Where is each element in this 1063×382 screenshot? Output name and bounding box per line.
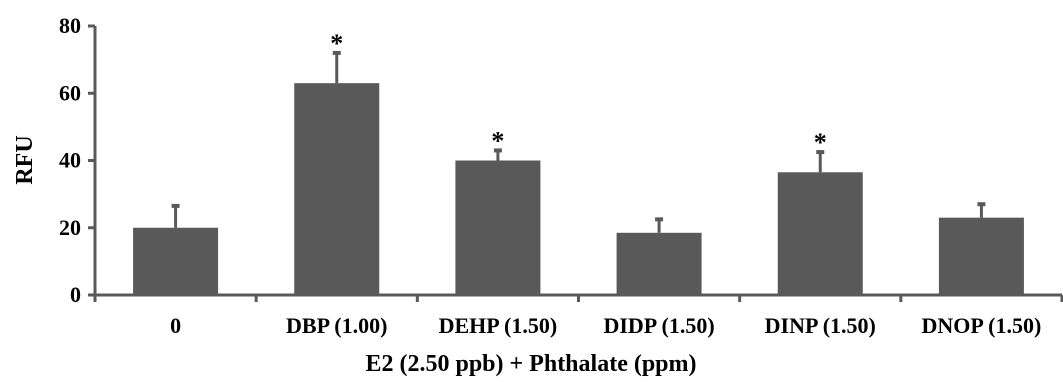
significance-mark: *: [814, 128, 827, 157]
axes: [93, 26, 1062, 297]
significance-mark: *: [491, 126, 504, 155]
labels: 0 20 40 60 80 0 * DBP (1.00) * DEHP (1.50) DIDP (1…: [59, 13, 1063, 338]
y-axis-title: RFU: [12, 135, 38, 184]
y-tick-label: 0: [70, 282, 81, 307]
y-tick-label: 20: [59, 215, 81, 240]
x-tick-label: DINP (1.50): [765, 313, 876, 338]
x-tick-label: 0: [170, 313, 181, 338]
x-tick-label: DEHP (1.50): [439, 313, 558, 338]
y-tick-label: 60: [59, 80, 81, 105]
bar: [616, 232, 702, 295]
bar: [294, 83, 380, 295]
x-tick-label: DBP (1.00): [286, 313, 387, 338]
bar: [938, 217, 1024, 295]
significance-mark: *: [330, 29, 343, 58]
y-tick-label: 40: [59, 148, 81, 173]
plot-area: [133, 50, 1024, 295]
y-tick-label: 80: [59, 13, 81, 38]
bar: [455, 160, 541, 295]
x-axis-title: E2 (2.50 ppb) + Phthalate (ppm): [365, 351, 696, 377]
bar: [133, 227, 219, 295]
bar: [777, 172, 863, 295]
x-tick-label: DIDP (1.50): [603, 313, 714, 338]
x-tick-label: DNOP (1.50): [922, 313, 1042, 338]
